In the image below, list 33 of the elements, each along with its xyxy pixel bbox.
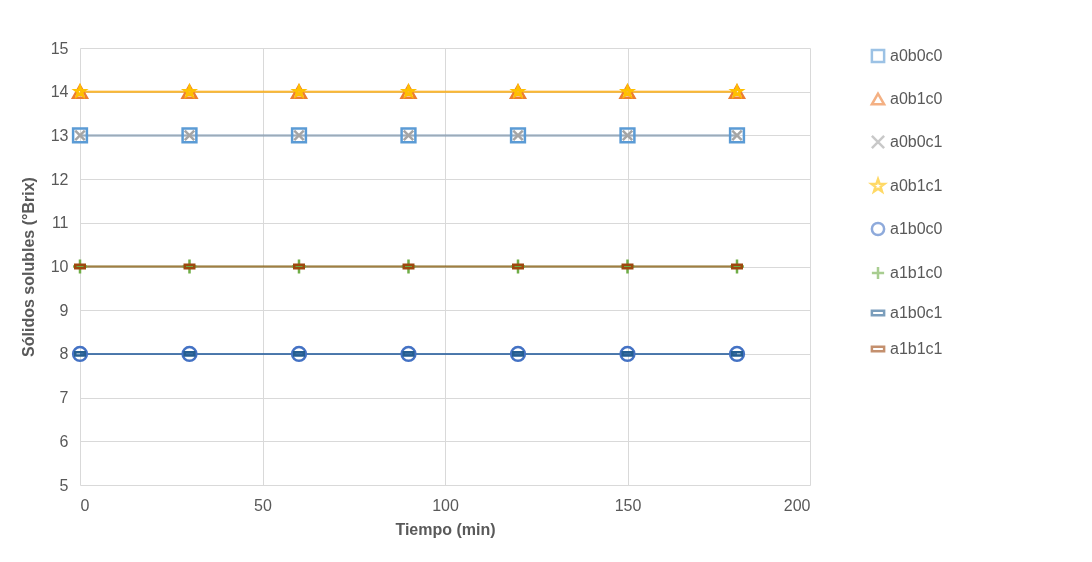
- legend-label: a0b0c0: [890, 47, 943, 64]
- y-tick-label: 6: [59, 432, 69, 450]
- x-axis-title: Tiempo (min): [395, 520, 496, 538]
- y-tick-label: 12: [50, 170, 69, 188]
- y-tick-label: 15: [50, 39, 69, 57]
- point: [400, 345, 417, 363]
- y-tick-label: 10: [50, 258, 69, 275]
- y-tick-label: 13: [50, 126, 69, 144]
- legend-label: a0b1c0: [890, 90, 943, 107]
- y-tick-label: 11: [51, 214, 69, 232]
- point: [181, 345, 198, 363]
- legend-label: a0b0c1: [890, 133, 943, 150]
- y-axis-title: Sólidos solubles (°Brix): [19, 177, 37, 357]
- point: [71, 345, 89, 363]
- y-tick-label: 9: [59, 301, 69, 319]
- legend-label: a1b0c1: [890, 304, 943, 321]
- legend-label: a1b1c0: [890, 264, 943, 281]
- point: [619, 345, 636, 363]
- y-tick-label: 8: [59, 345, 69, 363]
- legend-label: a1b1c1: [890, 340, 943, 357]
- y-tick-label: 7: [59, 389, 69, 407]
- legend-label: a0b1c1: [890, 177, 943, 194]
- point: [290, 345, 308, 363]
- x-tick-label: 0: [80, 496, 90, 514]
- legend-label: a1b0c0: [890, 220, 943, 237]
- point: [728, 345, 746, 363]
- y-tick-label: 5: [59, 476, 69, 494]
- x-tick-label: 100: [432, 496, 459, 514]
- y-tick-label: 14: [50, 83, 69, 101]
- x-tick-label: 200: [783, 496, 811, 514]
- point: [509, 345, 527, 363]
- x-tick-label: 150: [614, 496, 642, 514]
- x-tick-label: 50: [254, 496, 272, 514]
